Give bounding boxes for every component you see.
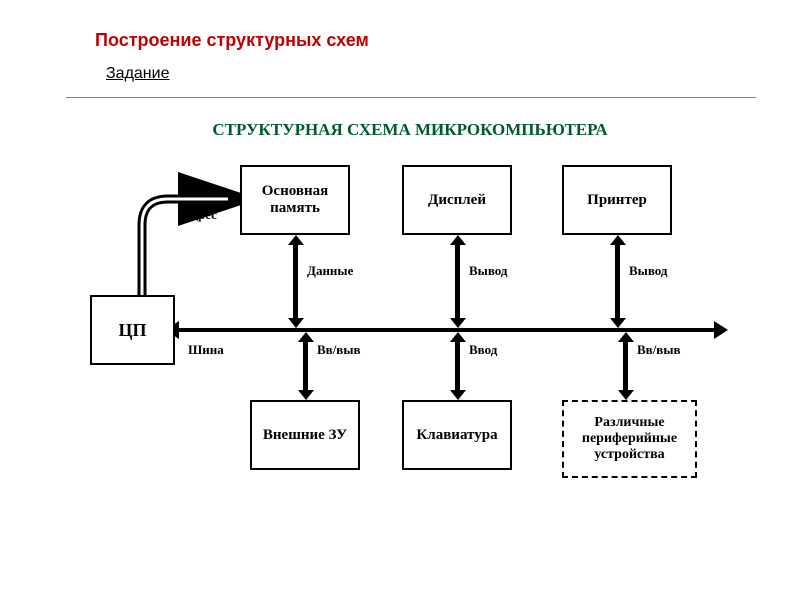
connector-memory xyxy=(293,243,298,320)
page-title: Построение структурных схем xyxy=(95,30,369,51)
node-external-storage: Внешние ЗУ xyxy=(250,400,360,470)
bus-label: Шина xyxy=(188,342,224,358)
node-memory: Основная память xyxy=(240,165,350,235)
arrowhead-down-icon xyxy=(610,318,626,328)
arrowhead-down-icon xyxy=(618,390,634,400)
connector-keyboard xyxy=(455,340,460,392)
rule-line xyxy=(66,97,756,98)
subtitle: Задание xyxy=(106,65,169,82)
node-display: Дисплей xyxy=(402,165,512,235)
connector-ext-storage xyxy=(303,340,308,392)
connector-label-output: Вывод xyxy=(629,263,667,279)
connector-display xyxy=(455,243,460,320)
arrowhead-down-icon xyxy=(288,318,304,328)
connector-label-output: Вывод xyxy=(469,263,507,279)
node-cpu: ЦП xyxy=(90,295,175,365)
address-label: Адрес xyxy=(182,207,217,223)
connector-printer xyxy=(615,243,620,320)
connector-label-input: Ввод xyxy=(469,342,497,358)
arrowhead-up-icon xyxy=(450,332,466,342)
subtitle-wrap: Задание xyxy=(106,65,169,83)
arrowhead-down-icon xyxy=(298,390,314,400)
arrowhead-up-icon xyxy=(298,332,314,342)
diagram-container: СТРУКТУРНАЯ СХЕМА МИКРОКОМПЬЮТЕРА Шина А… xyxy=(80,110,740,540)
connector-label-data: Данные xyxy=(307,263,353,279)
arrowhead-right-icon xyxy=(714,321,728,339)
arrowhead-down-icon xyxy=(450,318,466,328)
node-printer: Принтер xyxy=(562,165,672,235)
arrowhead-up-icon xyxy=(288,235,304,245)
diagram-title: СТРУКТУРНАЯ СХЕМА МИКРОКОМПЬЮТЕРА xyxy=(80,120,740,140)
connector-peripherals xyxy=(623,340,628,392)
arrowhead-down-icon xyxy=(450,390,466,400)
bus-line xyxy=(177,328,716,332)
connector-label-io: Вв/выв xyxy=(637,342,681,358)
arrowhead-up-icon xyxy=(618,332,634,342)
arrowhead-up-icon xyxy=(450,235,466,245)
node-keyboard: Клавиатура xyxy=(402,400,512,470)
arrowhead-up-icon xyxy=(610,235,626,245)
node-peripherals: Различные периферийные устройства xyxy=(562,400,697,478)
connector-label-io: Вв/выв xyxy=(317,342,361,358)
